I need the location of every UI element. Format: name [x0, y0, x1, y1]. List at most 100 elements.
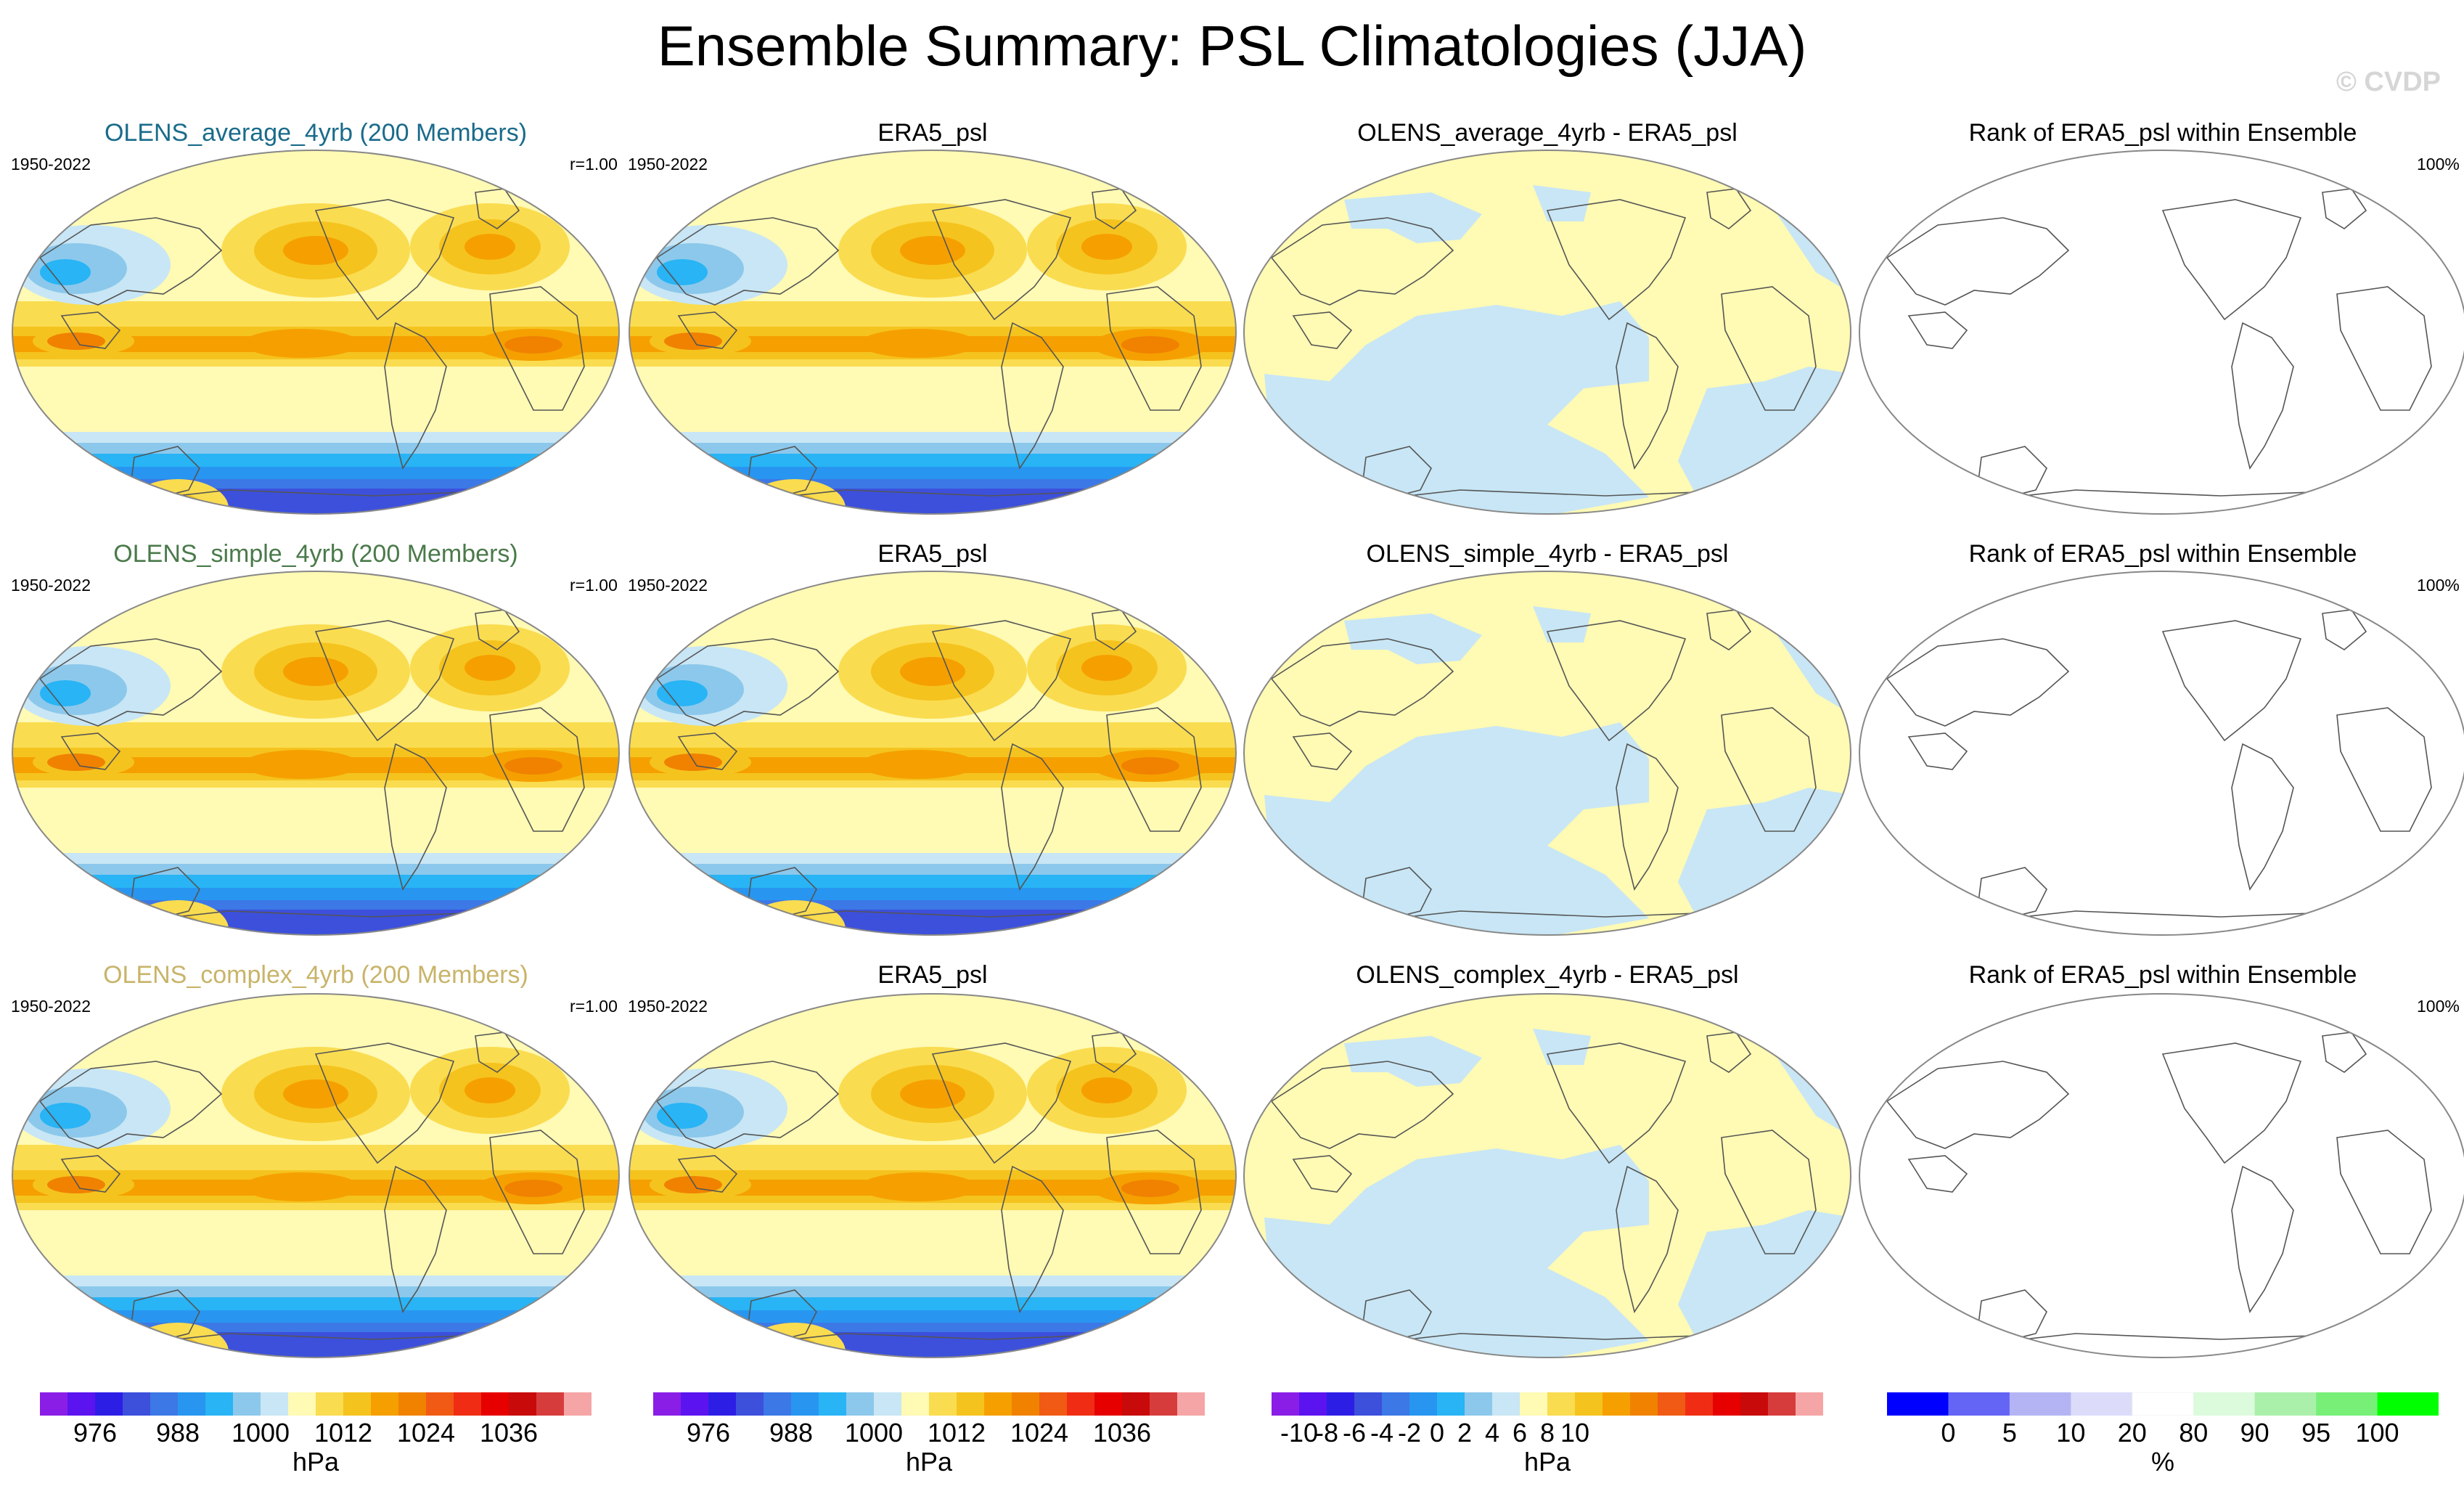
coastline-samerica: [1001, 1165, 1064, 1313]
high-pressure-cell: [1081, 234, 1132, 260]
colorbar-swatch: [1094, 1392, 1123, 1416]
colorbar-swatch: [40, 1392, 68, 1416]
colorbar-tick-label: 1012: [314, 1418, 373, 1448]
psl-band: [12, 875, 619, 889]
map-fill: [629, 150, 1236, 514]
colorbar-tick-label: 1012: [927, 1418, 986, 1448]
colorbar-swatch: [957, 1392, 985, 1416]
colorbar-swatch: [95, 1392, 123, 1416]
rank-percent-label: 100%: [2417, 997, 2460, 1016]
coastline-seasia: [60, 1155, 121, 1193]
psl-band: [629, 1297, 1236, 1312]
colorbar-tick-label: 1000: [844, 1418, 904, 1448]
coastline-africa: [489, 1130, 585, 1254]
high-pressure-cell: [464, 234, 515, 260]
negative-diff-region: [1344, 192, 1482, 243]
coastline-namerica: [314, 1042, 455, 1164]
colorbar-tick-label: 0: [1429, 1418, 1445, 1448]
panel-title: OLENS_complex_4yrb - ERA5_psl: [1356, 961, 1739, 989]
coastline-namerica: [1546, 199, 1687, 321]
map-outline: [12, 150, 620, 515]
map-psl: [12, 571, 620, 936]
colorbar-swatch: [1012, 1392, 1040, 1416]
colorbar-swatch: [1437, 1392, 1465, 1416]
coastline-eurasia: [38, 638, 223, 727]
map-fill: [1244, 150, 1851, 514]
map-outline: [1243, 993, 1851, 1358]
high-pressure-cell: [283, 657, 348, 686]
colorbar-swatch: [1354, 1392, 1383, 1416]
coastline-namerica: [931, 620, 1072, 742]
colorbar-swatch: [1122, 1392, 1150, 1416]
colorbar-swatch: [205, 1392, 234, 1416]
coastline-eurasia: [1886, 638, 2070, 727]
colorbar-swatch: [2316, 1392, 2378, 1416]
coastline-greenland: [2322, 609, 2367, 650]
psl-band: [629, 454, 1236, 468]
coastline-seasia: [677, 732, 738, 770]
psl-band: [629, 888, 1236, 902]
coastline-africa: [489, 286, 585, 411]
map-psl: [629, 993, 1237, 1358]
psl-band: [12, 910, 619, 935]
map-outline: [1859, 150, 2464, 515]
coastline-eurasia: [655, 217, 840, 306]
correlation-label: r=1.00: [570, 997, 618, 1016]
colorbar-tick-label: 1000: [231, 1418, 290, 1448]
map-fill: [1244, 994, 1851, 1358]
colorbar-swatch: [874, 1392, 902, 1416]
negative-diff-region: [1772, 207, 1851, 294]
coastline-seasia: [677, 1155, 738, 1193]
psl-band: [12, 888, 619, 902]
panel-title: ERA5_psl: [877, 961, 988, 989]
coastline-seasia: [677, 311, 738, 349]
colorbar-swatch: [371, 1392, 399, 1416]
colorbar-swatch: [1796, 1392, 1823, 1416]
colorbar-swatch: [764, 1392, 792, 1416]
colorbar-tick-label: -2: [1397, 1418, 1422, 1448]
colorbar-swatch: [708, 1392, 737, 1416]
coastline-eurasia: [1270, 638, 1454, 727]
coastline-namerica: [2161, 620, 2302, 742]
high-pressure-cell: [283, 236, 348, 265]
coastline-namerica: [314, 199, 455, 321]
colorbar-swatch: [1492, 1392, 1520, 1416]
map-fill: [629, 994, 1236, 1358]
colorbar-swatch: [233, 1392, 261, 1416]
coastline-africa: [2336, 707, 2432, 832]
period-label: 1950-2022: [11, 576, 91, 595]
high-pressure-cell: [283, 1079, 348, 1109]
high-pressure-cell: [464, 655, 515, 681]
coastline-namerica: [2161, 199, 2302, 321]
colorbar-tick-label: 100: [2355, 1418, 2399, 1448]
colorbar-tick-label: 8: [1539, 1418, 1555, 1448]
high-pressure-cell: [1081, 1077, 1132, 1103]
high-pressure-cell: [860, 1172, 976, 1201]
panel-title: Rank of ERA5_psl within Ensemble: [1968, 119, 2357, 147]
map-fill: [1859, 571, 2464, 935]
high-pressure-cell: [1121, 336, 1179, 354]
colorbar-swatch: [653, 1392, 682, 1416]
colorbar-swatch: [929, 1392, 957, 1416]
panel-title: OLENS_simple_4yrb (200 Members): [113, 540, 518, 568]
coastline-africa: [489, 707, 585, 832]
negative-diff-region: [1344, 613, 1482, 664]
colorbar: 0 5 10 20 80 90 95 100%: [1887, 1392, 2439, 1479]
coastline-samerica: [1616, 743, 1679, 891]
colorbar-swatch: [2377, 1392, 2439, 1416]
high-pressure-cell: [900, 657, 965, 686]
rank-background: [1859, 571, 2464, 935]
colorbar-swatches: [40, 1392, 592, 1416]
colorbar-units: hPa: [1523, 1447, 1571, 1477]
colorbar-swatch: [2132, 1392, 2195, 1416]
map-rank: [1859, 993, 2464, 1358]
map-outline: [1243, 150, 1851, 515]
psl-band: [629, 910, 1236, 935]
map-psl: [12, 993, 620, 1358]
high-pressure-cell: [47, 754, 105, 771]
colorbar-swatch: [316, 1392, 344, 1416]
negative-diff-region: [1264, 722, 1649, 935]
colorbar-swatch: [1520, 1392, 1548, 1416]
map-diff: [1243, 993, 1851, 1358]
colorbar-swatch: [1948, 1392, 2010, 1416]
